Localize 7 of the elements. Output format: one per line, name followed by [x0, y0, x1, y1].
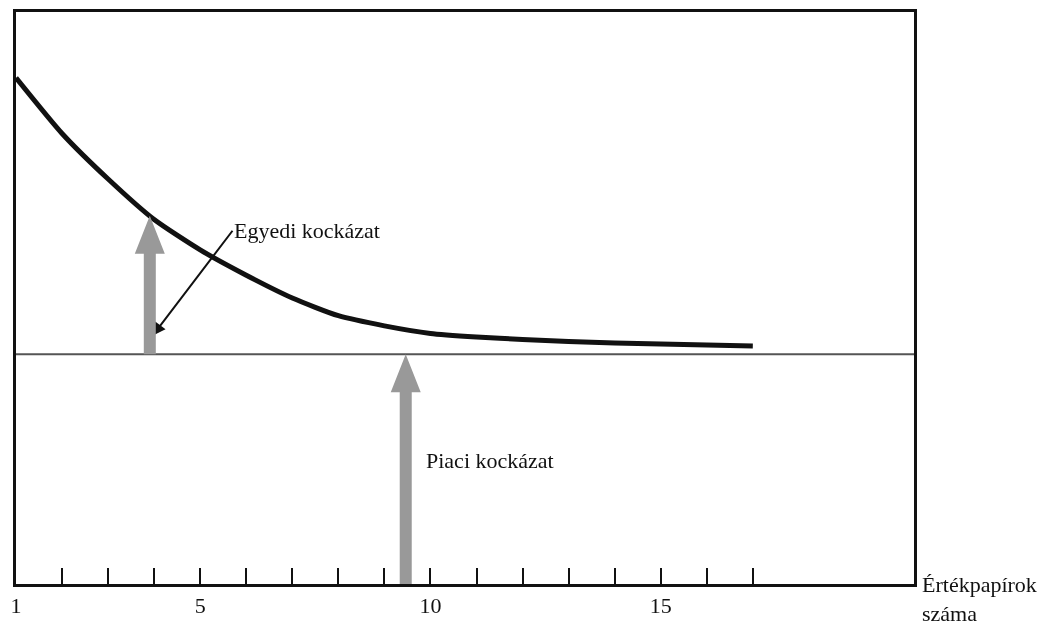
x-tick-label: 15: [649, 593, 672, 619]
x-tick-label: 10: [419, 593, 442, 619]
x-tick-label: 5: [194, 593, 206, 619]
annotation: Egyedi kockázat: [234, 218, 380, 243]
annotation: Piaci kockázat: [426, 448, 554, 473]
x-tick-label: 1: [10, 593, 22, 619]
x-axis-title: Értékpapírok száma: [922, 572, 1037, 626]
